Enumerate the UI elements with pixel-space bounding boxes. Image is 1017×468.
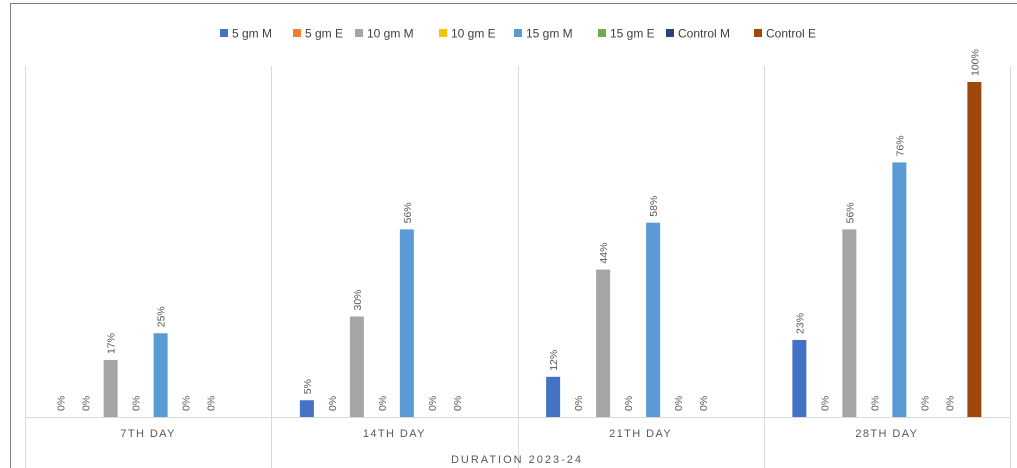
bar [153,333,168,417]
legend-swatch [220,29,228,37]
legend-swatch [355,29,363,37]
x-tick-label: 28TH DAY [855,428,918,440]
data-label: 100% [969,49,981,76]
data-label: 0% [623,396,635,411]
bar [967,82,982,417]
data-label: 0% [573,396,585,411]
legend-label: 5 gm E [305,27,343,41]
data-label: 0% [919,396,931,411]
data-label: 44% [598,243,610,264]
data-labels: 0% 0% 17% 0% 25% 0% 0% 5% 0% 30% 0% 56% 0% 0% 12% 0% 44%… [56,49,982,411]
legend-label: 10 gm M [367,27,414,41]
data-label: 0% [819,396,831,411]
legend-label: 10 gm E [451,27,496,41]
data-label: 0% [181,396,193,411]
bar [596,269,611,417]
legend-swatch [666,29,674,37]
x-tick-label: 7TH DAY [120,428,175,440]
data-label: 23% [794,313,806,334]
data-label: 12% [548,350,560,371]
data-label: 5% [302,379,314,394]
data-label: 56% [844,202,856,223]
legend: 5 gm M 5 gm E 10 gm M 10 gm E 15 gm M 15 gm E… [220,27,816,41]
data-label: 0% [869,396,881,411]
x-tick-label: 14TH DAY [363,428,426,440]
bar [842,229,857,417]
legend-label: 15 gm M [526,27,573,41]
data-label: 0% [944,396,956,411]
chart-frame [10,3,1017,468]
legend-swatch [439,29,447,37]
bar [792,339,807,417]
data-label: 56% [402,202,414,223]
data-label: 0% [131,396,143,411]
legend-swatch [598,29,606,37]
bar [892,162,907,417]
legend-label: Control E [766,27,816,41]
data-label: 0% [427,396,439,411]
legend-swatch [754,29,762,37]
data-label: 0% [673,396,685,411]
data-label: 0% [377,396,389,411]
legend-label: Control M [678,27,730,41]
legend-label: 5 gm M [232,27,272,41]
legend-swatch [514,29,522,37]
data-label: 30% [352,289,364,310]
data-label: 0% [81,396,93,411]
x-tick-label: 21TH DAY [609,428,672,440]
bar [103,360,118,417]
bar [399,229,414,417]
legend-label: 15 gm E [610,27,655,41]
data-label: 0% [452,396,464,411]
bar [299,400,314,417]
legend-swatch [293,29,301,37]
bars [103,82,982,417]
data-label: 17% [106,333,118,354]
x-tick-labels: 7TH DAY 14TH DAY 21TH DAY 28TH DAY [120,428,918,440]
data-label: 0% [206,396,218,411]
bar [349,316,364,417]
bar [646,222,661,417]
data-label: 76% [894,135,906,156]
data-label: 0% [56,396,68,411]
data-label: 58% [648,196,660,217]
x-axis-title: DURATION 2023-24 [451,454,583,466]
data-label: 0% [327,396,339,411]
data-label: 0% [698,396,710,411]
bar [546,376,561,417]
data-label: 25% [156,306,168,327]
category-dividers [25,66,1011,468]
